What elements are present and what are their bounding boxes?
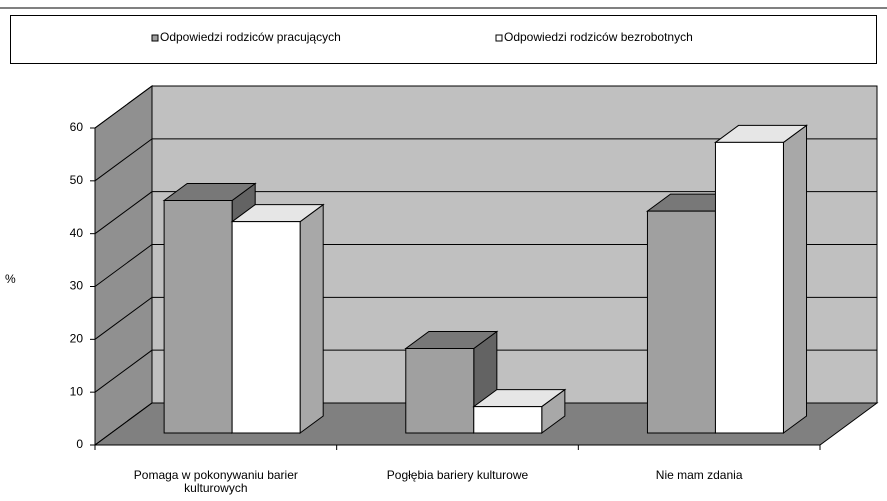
grid-line	[94, 244, 877, 287]
bar	[646, 210, 716, 434]
y-tick-label: 50	[70, 173, 84, 187]
y-tick-label: 10	[70, 384, 84, 398]
grid-line	[94, 138, 877, 182]
bar	[473, 406, 543, 434]
y-axis-label: %	[5, 272, 16, 286]
bar	[714, 141, 784, 434]
grid-line	[94, 85, 877, 129]
grid-line	[94, 349, 877, 393]
grid-line	[94, 296, 877, 340]
y-tick-label: 20	[70, 332, 84, 346]
y-tick-label: 30	[70, 279, 84, 293]
legend-label: Odpowiedzi rodziców bezrobotnych	[504, 30, 693, 44]
bar-side	[782, 124, 808, 434]
bar	[231, 221, 301, 434]
legend-swatch	[495, 34, 503, 42]
bar	[163, 200, 233, 434]
bar	[405, 347, 475, 434]
y-tick-label: 40	[70, 226, 84, 240]
bar-side	[299, 203, 324, 434]
grid-line	[94, 402, 877, 446]
x-tick-label: Nie mam zdania	[655, 468, 743, 482]
grid-line	[94, 191, 877, 235]
x-tick-label: Pogłębia bariery kulturowe	[386, 468, 529, 482]
legend-box	[10, 15, 877, 64]
y-tick-label: 60	[70, 120, 84, 134]
legend-label: Odpowiedzi rodziców pracujących	[160, 30, 341, 44]
x-tick-label: Pomaga w pokonywaniu barier kulturowych	[133, 468, 298, 495]
legend-swatch	[151, 34, 159, 42]
y-tick-label: 0	[76, 437, 83, 451]
